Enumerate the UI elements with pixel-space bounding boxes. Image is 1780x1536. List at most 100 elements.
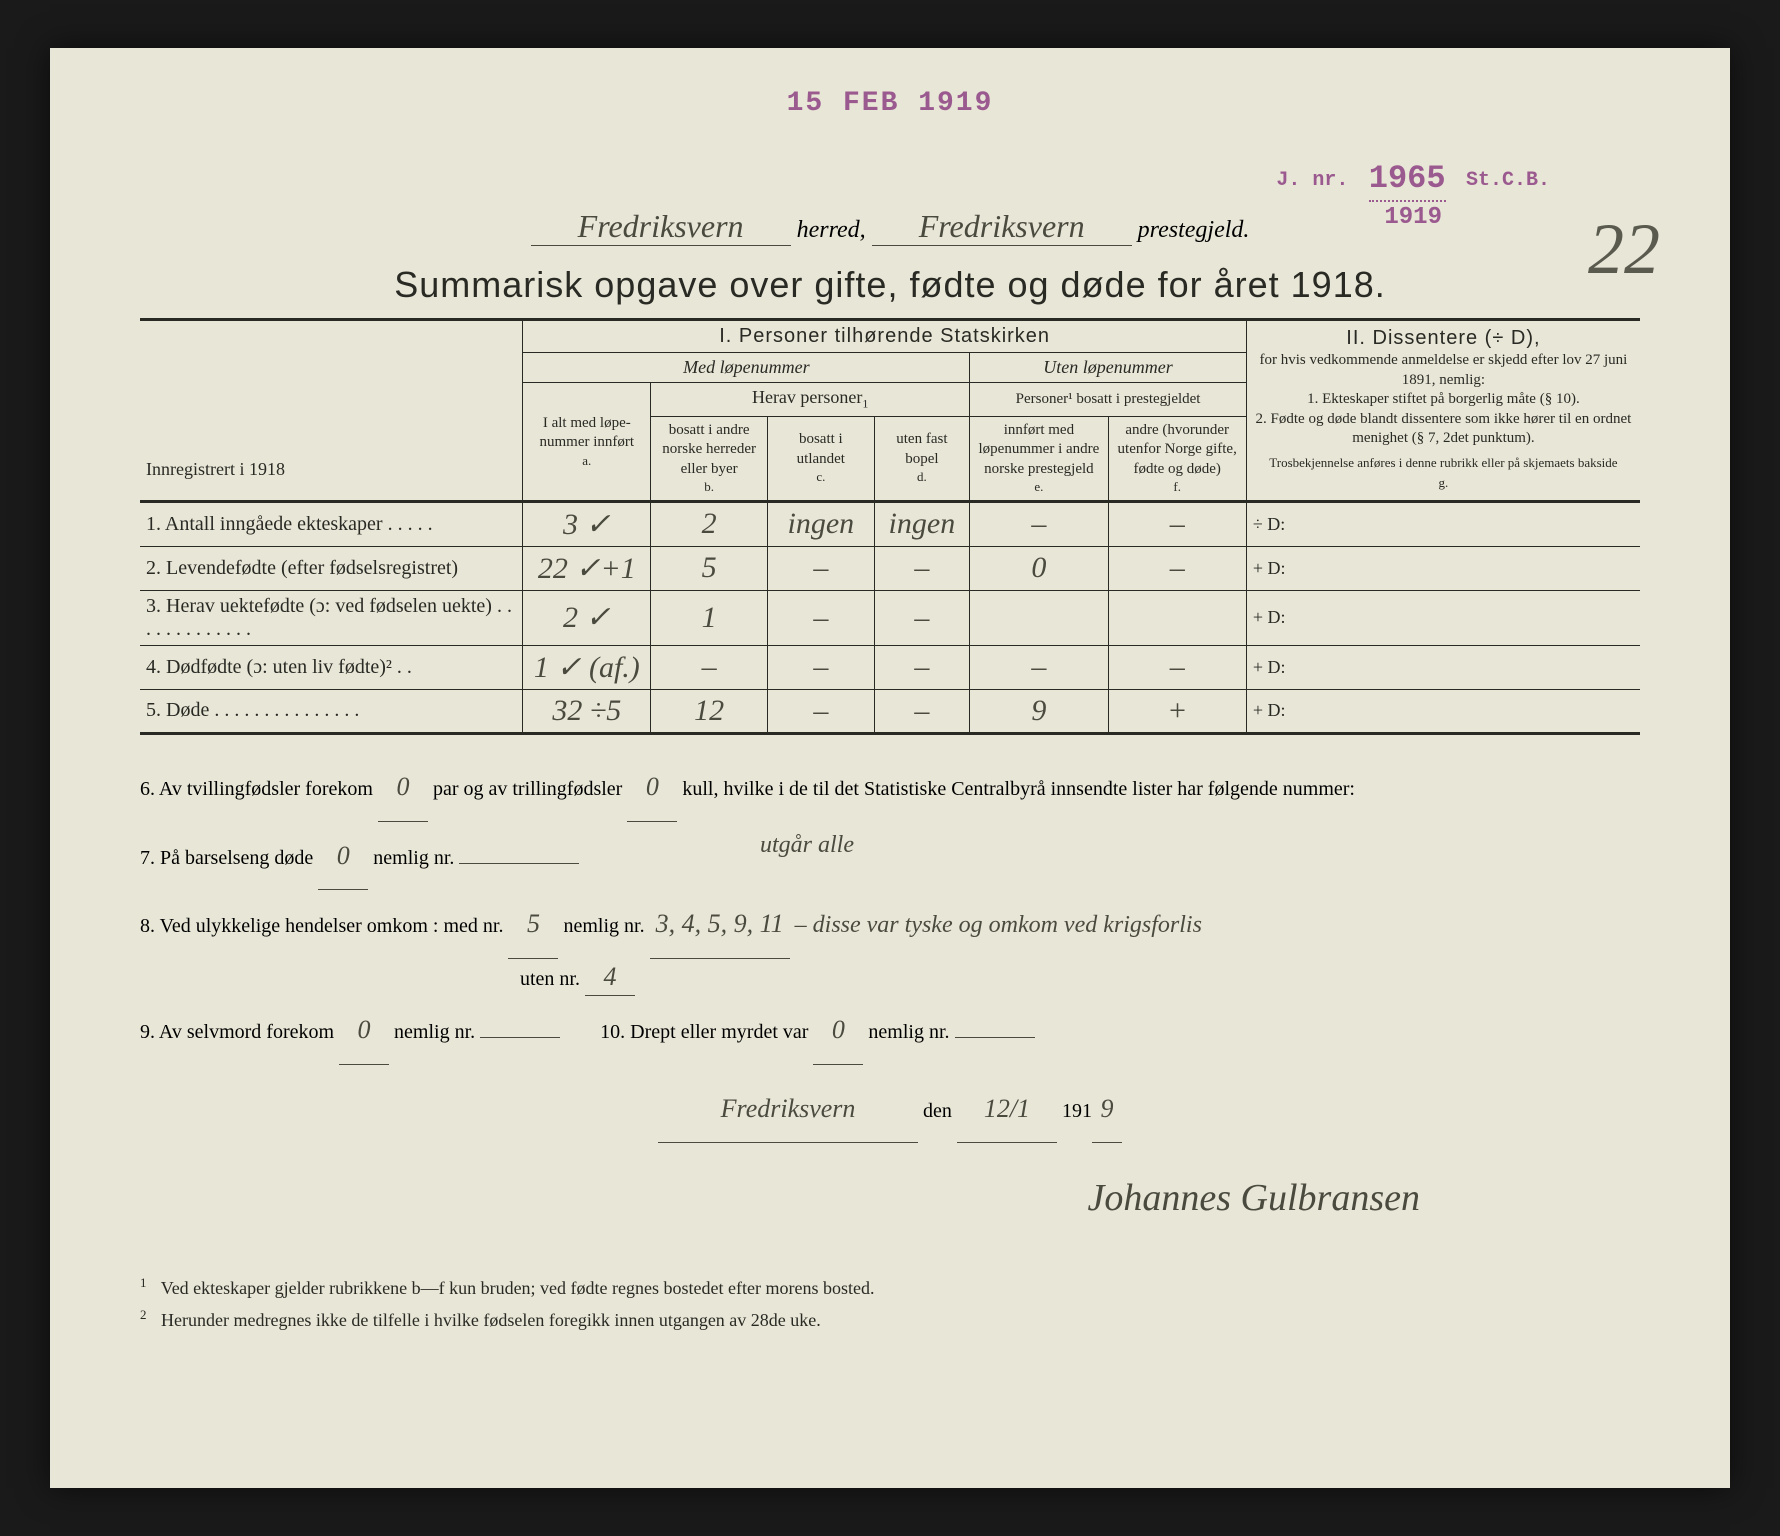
row-2-b: 5 bbox=[651, 546, 768, 590]
col-f-header: andre (hvorunder utenfor Norge gifte, fø… bbox=[1108, 416, 1246, 501]
footnote-2: 2 Herunder medregnes ikke de tilfelle i … bbox=[140, 1304, 1640, 1336]
q6-suffix: kull, hvilke i de til det Statistiske Ce… bbox=[682, 778, 1355, 800]
row-5-label: 5. Døde . . . . . . . . . . . . . . . bbox=[140, 689, 523, 733]
row-3-e bbox=[970, 590, 1108, 645]
col-e-label: innført med løpenummer i andre norske pr… bbox=[976, 421, 1101, 480]
q10-blank bbox=[955, 1037, 1035, 1038]
col-c-label: bosatt i utlandet bbox=[774, 430, 867, 469]
table-row: 1. Antall inngåede ekteskaper . . . . . … bbox=[140, 501, 1640, 546]
q10-val: 0 bbox=[813, 996, 863, 1065]
q6-val2: 0 bbox=[627, 753, 677, 822]
prestegjeld-value: Fredriksvern bbox=[872, 208, 1132, 246]
col-a-label: I alt med løpe-nummer innført bbox=[529, 414, 644, 453]
row-1-e: – bbox=[970, 501, 1108, 546]
registered-label: Innregistrert i 1918 bbox=[140, 321, 523, 501]
journal-number-stamp: J. nr. 1965 St.C.B. 1919 bbox=[1276, 158, 1550, 233]
herav-personer: Herav personer1 bbox=[651, 383, 970, 417]
q8-uten-label: uten nr. bbox=[520, 968, 580, 990]
row-4-label: 4. Dødfødte (ɔ: uten liv fødte)² . . bbox=[140, 645, 523, 689]
q8-mid: nemlig nr. bbox=[563, 915, 644, 937]
col-g-letter: g. bbox=[1253, 475, 1634, 492]
table-row: 4. Dødfødte (ɔ: uten liv fødte)² . . 1 ✓… bbox=[140, 645, 1640, 689]
table-row: 3. Herav uektefødte (ɔ: ved fødselen uek… bbox=[140, 590, 1640, 645]
section-I-header: I. Personer tilhørende Statskirken bbox=[523, 321, 1246, 353]
row-1-g: ÷ D: bbox=[1246, 501, 1640, 546]
row-2-e: 0 bbox=[970, 546, 1108, 590]
q10-prefix: 10. Drept eller myrdet var bbox=[600, 1021, 808, 1043]
den-label: den bbox=[923, 1100, 952, 1122]
col-d-label: uten fast bopel bbox=[881, 430, 964, 469]
row-4-d: – bbox=[874, 645, 970, 689]
dissenter-item-1: 1. Ekteskaper stiftet på borgerlig måte … bbox=[1253, 390, 1634, 410]
row-5-e: 9 bbox=[970, 689, 1108, 733]
row-3-a: 2 ✓ bbox=[523, 590, 651, 645]
footnote2-sup: 2 bbox=[140, 1307, 147, 1322]
row-1-label: 1. Antall inngåede ekteskaper . . . . . bbox=[140, 501, 523, 546]
col-d-letter: d. bbox=[881, 469, 964, 486]
q8: 8. Ved ulykkelige hendelser omkom : med … bbox=[140, 890, 1640, 959]
year-last: 9 bbox=[1092, 1075, 1122, 1144]
row-2-a: 22 ✓+1 bbox=[523, 546, 651, 590]
below-section: 6. Av tvillingfødsler forekom 0 par og a… bbox=[140, 753, 1640, 1248]
row-3-d: – bbox=[874, 590, 970, 645]
q9-blank bbox=[480, 1037, 560, 1038]
q7: 7. På barselseng døde 0 nemlig nr. utgår… bbox=[140, 822, 1640, 891]
uten-lopenummer: Uten løpenummer bbox=[970, 353, 1247, 383]
footnotes: 1 Ved ekteskaper gjelder rubrikkene b—f … bbox=[140, 1272, 1640, 1335]
dissenter-item-2: 2. Fødte og døde blandt dissentere som i… bbox=[1253, 410, 1634, 449]
jnr-number: 1965 bbox=[1369, 158, 1446, 202]
date-stamp: 15 FEB 1919 bbox=[787, 88, 994, 119]
row-1-b: 2 bbox=[651, 501, 768, 546]
row-2-f: – bbox=[1108, 546, 1246, 590]
col-b-letter: b. bbox=[657, 479, 761, 496]
q8-val1: 5 bbox=[508, 890, 558, 959]
footnote2-text: Herunder medregnes ikke de tilfelle i hv… bbox=[161, 1310, 821, 1330]
footnote-1: 1 Ved ekteskaper gjelder rubrikkene b—f … bbox=[140, 1272, 1640, 1304]
q9-q10: 9. Av selvmord forekom 0 nemlig nr. 10. … bbox=[140, 996, 1640, 1065]
med-lopenummer: Med løpenummer bbox=[523, 353, 970, 383]
row-3-g: + D: bbox=[1246, 590, 1640, 645]
col-e-letter: e. bbox=[976, 479, 1101, 496]
col-c-header: bosatt i utlandet c. bbox=[768, 416, 874, 501]
herav-personer-text: Herav personer bbox=[752, 387, 862, 407]
prestegjeld-label: prestegjeld. bbox=[1138, 217, 1250, 243]
row-5-d: – bbox=[874, 689, 970, 733]
q8-prefix: 8. Ved ulykkelige hendelser omkom : med … bbox=[140, 915, 503, 937]
q6-mid: par og av trillingfødsler bbox=[433, 778, 622, 800]
herred-value: Fredriksvern bbox=[531, 208, 791, 246]
col-c-letter: c. bbox=[774, 469, 867, 486]
row-4-b: – bbox=[651, 645, 768, 689]
row-4-f: – bbox=[1108, 645, 1246, 689]
row-3-b: 1 bbox=[651, 590, 768, 645]
row-5-a: 32 ÷5 bbox=[523, 689, 651, 733]
section-II-header: II. Dissentere (÷ D), bbox=[1253, 325, 1634, 351]
q7-blank bbox=[459, 863, 579, 864]
q8-note: – disse var tyske og omkom ved krigsforl… bbox=[795, 912, 1202, 938]
herav-sup: 1 bbox=[862, 397, 868, 411]
q6-prefix: 6. Av tvillingfødsler forekom bbox=[140, 778, 373, 800]
row-5-f: + bbox=[1108, 689, 1246, 733]
jnr-suffix: St.C.B. bbox=[1466, 169, 1550, 192]
row-2-d: – bbox=[874, 546, 970, 590]
col-a-header: I alt med løpe-nummer innført a. bbox=[523, 383, 651, 502]
q7-suffix: nemlig nr. bbox=[373, 847, 454, 869]
q7-note: utgår alle bbox=[760, 814, 854, 876]
row-1-a: 3 ✓ bbox=[523, 501, 651, 546]
page-number: 22 bbox=[1588, 208, 1660, 291]
row-3-c: – bbox=[768, 590, 874, 645]
q6-val1: 0 bbox=[378, 753, 428, 822]
row-2-g: + D: bbox=[1246, 546, 1640, 590]
q8-uten: uten nr. 4 bbox=[140, 959, 1640, 996]
q10-suffix: nemlig nr. bbox=[868, 1021, 949, 1043]
row-2-label: 2. Levendefødte (efter fødselsregistret) bbox=[140, 546, 523, 590]
date-line: Fredriksvern den 12/1 1919 bbox=[140, 1075, 1640, 1144]
date-day: 12/1 bbox=[957, 1075, 1057, 1144]
footnote1-sup: 1 bbox=[140, 1275, 147, 1290]
row-4-e: – bbox=[970, 645, 1108, 689]
main-table: Innregistrert i 1918 I. Personer tilhøre… bbox=[140, 321, 1640, 735]
row-4-a: 1 ✓ (af.) bbox=[523, 645, 651, 689]
row-5-g: + D: bbox=[1246, 689, 1640, 733]
jnr-year: 1919 bbox=[1384, 204, 1442, 231]
year-prefix: 191 bbox=[1062, 1100, 1092, 1122]
herred-label: herred, bbox=[797, 217, 866, 243]
